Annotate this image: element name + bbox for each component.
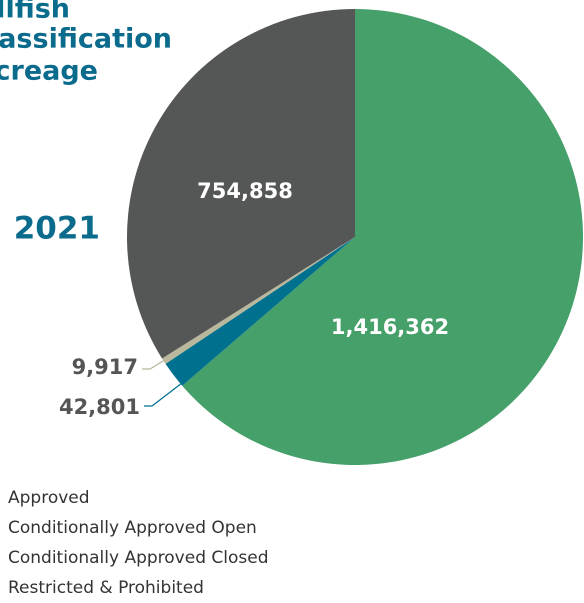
legend-label: Conditionally Approved Closed	[8, 548, 269, 568]
legend-label: Conditionally Approved Open	[8, 518, 257, 538]
data-label: 1,416,362	[331, 315, 449, 339]
leader-line	[142, 357, 169, 370]
data-label: 754,858	[197, 179, 293, 203]
leader-line	[144, 382, 183, 407]
data-label: 42,801	[59, 395, 140, 419]
pie-slice	[162, 237, 355, 364]
pie-slice	[165, 237, 355, 386]
legend-label: Approved	[8, 488, 90, 508]
data-label: 9,917	[72, 355, 138, 379]
pie-slice	[127, 9, 356, 359]
title-line: Classification	[0, 24, 172, 55]
pie-slice	[182, 9, 583, 465]
legend-label: Restricted & Prohibited	[8, 578, 204, 598]
title-line: Shellfish	[0, 0, 70, 25]
title-line: Acreage	[0, 56, 98, 87]
subtitle: 2021	[14, 211, 100, 247]
